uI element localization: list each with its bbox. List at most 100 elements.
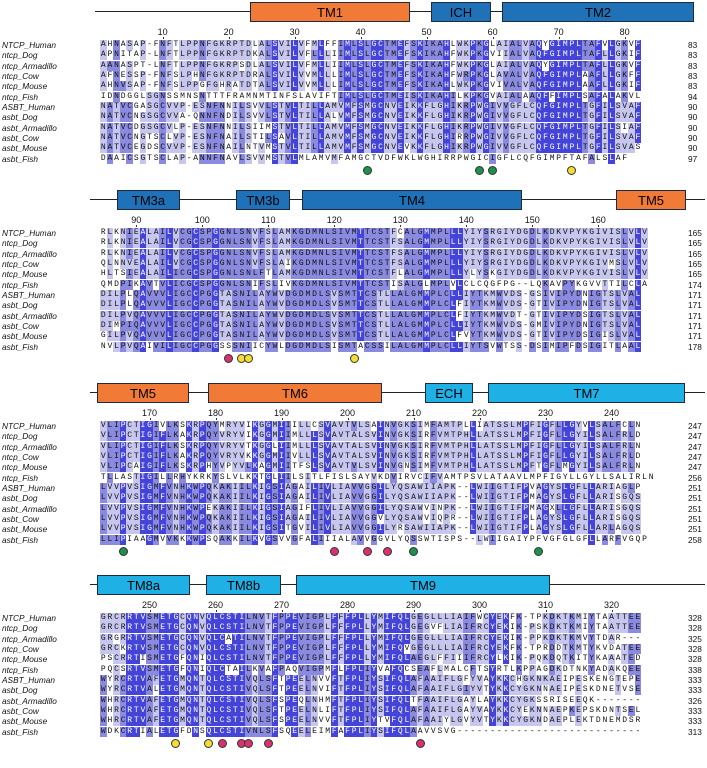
residue: P <box>443 503 450 514</box>
residue: T <box>278 153 285 164</box>
residue: L <box>535 238 543 249</box>
residue: L <box>291 143 298 154</box>
residue: V <box>159 535 166 545</box>
residue: C <box>377 122 384 133</box>
residue: W <box>271 310 279 321</box>
residue: Q <box>100 259 107 269</box>
residue: T <box>258 473 265 483</box>
residue: A <box>324 112 331 123</box>
residue: I <box>172 300 180 311</box>
end-position: 165 <box>688 259 702 269</box>
residue: Y <box>548 482 556 493</box>
residue: A <box>179 452 186 462</box>
position-tick: 20 <box>224 27 234 37</box>
residue: D <box>107 92 114 102</box>
residue: H <box>179 482 186 493</box>
residue: G <box>423 643 430 654</box>
residue: T <box>100 473 107 483</box>
residue: M <box>284 269 292 280</box>
residue: M <box>562 60 569 71</box>
residue: G <box>370 513 378 524</box>
residue: P <box>456 154 463 164</box>
residue: - <box>509 727 516 737</box>
residue: C <box>159 132 166 143</box>
residue: L <box>318 473 325 483</box>
residue: T <box>232 726 239 737</box>
residue: L <box>456 289 463 300</box>
residue: R <box>601 524 609 535</box>
residue: E <box>159 685 166 696</box>
residue: I <box>331 473 338 483</box>
residue: L <box>271 228 279 238</box>
residue: V <box>562 228 569 238</box>
residue: L <box>575 101 582 112</box>
residue: K <box>449 503 457 514</box>
residue: L <box>357 643 364 654</box>
residue: P <box>562 331 569 342</box>
residue: A <box>628 101 635 112</box>
residue: I <box>581 431 589 442</box>
residue: G <box>496 248 503 259</box>
residue: F <box>305 61 312 71</box>
residue-marker-yellow <box>349 354 359 363</box>
residue: F <box>634 70 642 81</box>
residue: V <box>324 482 331 493</box>
residue: A <box>529 91 536 102</box>
residue: D <box>113 280 120 290</box>
residue: M <box>331 153 338 164</box>
residue: C <box>443 331 450 342</box>
residue: F <box>331 613 338 623</box>
residue: D <box>515 238 523 249</box>
position-tick: 10 <box>158 27 168 37</box>
residue: M <box>423 421 430 431</box>
residue: S <box>133 493 140 504</box>
residue: M <box>416 300 424 311</box>
residue: P <box>284 654 292 665</box>
residue: A <box>218 482 226 493</box>
tick-mark <box>545 418 547 420</box>
residue: I <box>232 493 239 504</box>
residue: Q <box>185 695 193 706</box>
residue: M <box>331 101 338 112</box>
residue: M <box>443 421 450 431</box>
residue: I <box>542 341 549 352</box>
residue: F <box>614 462 622 473</box>
residue: Y <box>232 431 239 442</box>
residue: Q <box>133 331 140 342</box>
residue: C <box>192 331 199 342</box>
residue: M <box>311 269 318 280</box>
residue: L <box>245 633 252 644</box>
residue: S <box>271 143 279 154</box>
residue: I <box>139 451 147 462</box>
residue: C <box>364 341 371 352</box>
residue: T <box>383 279 391 290</box>
residue: L <box>106 462 114 473</box>
residue: I <box>337 81 345 92</box>
residue: V <box>172 248 180 259</box>
residue: E <box>291 654 298 665</box>
residue: P <box>100 654 107 664</box>
residue: M <box>575 613 582 623</box>
residue: P <box>469 40 477 50</box>
residue: S <box>370 331 378 342</box>
residue: H <box>100 269 107 279</box>
residue: P <box>568 132 576 143</box>
residue: P <box>568 81 576 92</box>
residue: G <box>298 279 305 290</box>
position-tick: 90 <box>131 215 141 225</box>
residue: V <box>331 331 338 342</box>
end-position: 97 <box>688 154 697 164</box>
residue: P <box>522 665 529 675</box>
residue: V <box>430 623 437 633</box>
residue: K <box>456 101 463 112</box>
residue: M <box>284 248 292 259</box>
residue: Y <box>588 654 595 665</box>
residue: Q <box>397 654 404 665</box>
residue: Y <box>463 228 470 238</box>
residue: N <box>608 706 615 716</box>
residue: R <box>489 238 496 249</box>
residue: T <box>614 613 622 623</box>
residue: C <box>529 132 536 143</box>
residue: Q <box>133 289 140 300</box>
residue: V <box>463 331 470 341</box>
